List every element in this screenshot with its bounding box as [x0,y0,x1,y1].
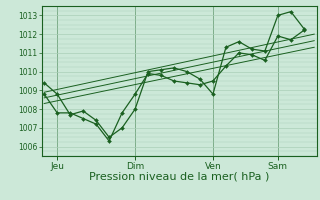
X-axis label: Pression niveau de la mer( hPa ): Pression niveau de la mer( hPa ) [89,172,269,182]
